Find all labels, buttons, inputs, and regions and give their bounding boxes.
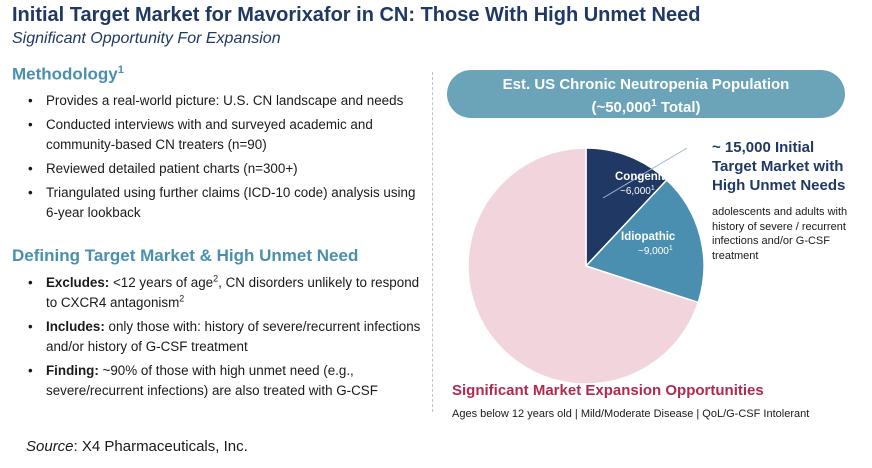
bullet-label: Includes: xyxy=(46,319,105,334)
defining-bullet-finding: Finding: ~90% of those with high unmet n… xyxy=(24,361,424,401)
page-title: Initial Target Market for Mavorixafor in… xyxy=(12,4,701,26)
population-banner: Est. US Chronic Neutropenia Population (… xyxy=(447,70,845,118)
target-market-heading: ~ 15,000 Initial Target Market with High… xyxy=(712,139,846,194)
bullet-text: only those with: history of severe/recur… xyxy=(46,319,421,354)
footnote-ref: 2 xyxy=(213,273,219,284)
defining-bullet-includes: Includes: only those with: history of se… xyxy=(24,317,424,357)
target-market-description: adolescents and adults with history of s… xyxy=(712,206,848,262)
pie-slice-congenital xyxy=(585,147,668,268)
source-note: Source: X4 Pharmaceuticals, Inc. xyxy=(26,438,248,455)
pie-slice-remaining xyxy=(467,147,700,385)
bullet-text: , CN disorders unlikely to respond to CX… xyxy=(46,275,420,310)
methodology-bullet: Triangulated using further claims (ICD-1… xyxy=(24,183,424,223)
bullet-text: ~90% of those with high unmet need (e.g.… xyxy=(46,363,378,398)
methodology-heading-text: Methodology xyxy=(12,64,118,84)
defining-bullet-excludes: Excludes: <12 years of age2, CN disorder… xyxy=(24,273,424,313)
bullet-label: Excludes: xyxy=(46,275,110,290)
footnote-ref: 2 xyxy=(179,293,185,304)
page-subtitle: Significant Opportunity For Expansion xyxy=(12,30,281,47)
callout-line xyxy=(602,147,688,199)
slice-value-idiopathic: ~9,0001 xyxy=(638,245,673,257)
methodology-footnote-ref: 1 xyxy=(117,64,124,76)
methodology-list: Provides a real-world picture: U.S. CN l… xyxy=(24,91,424,227)
pie-slice-idiopathic xyxy=(584,178,705,304)
slice-label-congenital: Congenital xyxy=(615,171,674,183)
methodology-heading: Methodology1 xyxy=(12,64,124,85)
population-banner-line1: Est. US Chronic Neutropenia Population xyxy=(502,76,790,93)
defining-list: Excludes: <12 years of age2, CN disorder… xyxy=(24,273,424,405)
expansion-heading: Significant Market Expansion Opportuniti… xyxy=(452,382,764,399)
column-divider xyxy=(432,72,433,412)
slice-value-congenital: ~6,0001 xyxy=(620,185,655,197)
pie-slices xyxy=(467,147,705,385)
methodology-bullet: Provides a real-world picture: U.S. CN l… xyxy=(24,91,424,111)
population-banner-line2: (~50,0001 Total) xyxy=(591,98,701,116)
methodology-bullet: Reviewed detailed patient charts (n=300+… xyxy=(24,159,424,179)
methodology-bullet: Conducted interviews with and surveyed a… xyxy=(24,115,424,155)
defining-heading: Defining Target Market & High Unmet Need xyxy=(12,246,359,265)
bullet-text: <12 years of age xyxy=(109,275,214,290)
expansion-subtitle: Ages below 12 years old | Mild/Moderate … xyxy=(452,408,810,420)
slice-label-idiopathic: Idiopathic xyxy=(621,231,676,243)
bullet-label: Finding: xyxy=(46,363,99,378)
